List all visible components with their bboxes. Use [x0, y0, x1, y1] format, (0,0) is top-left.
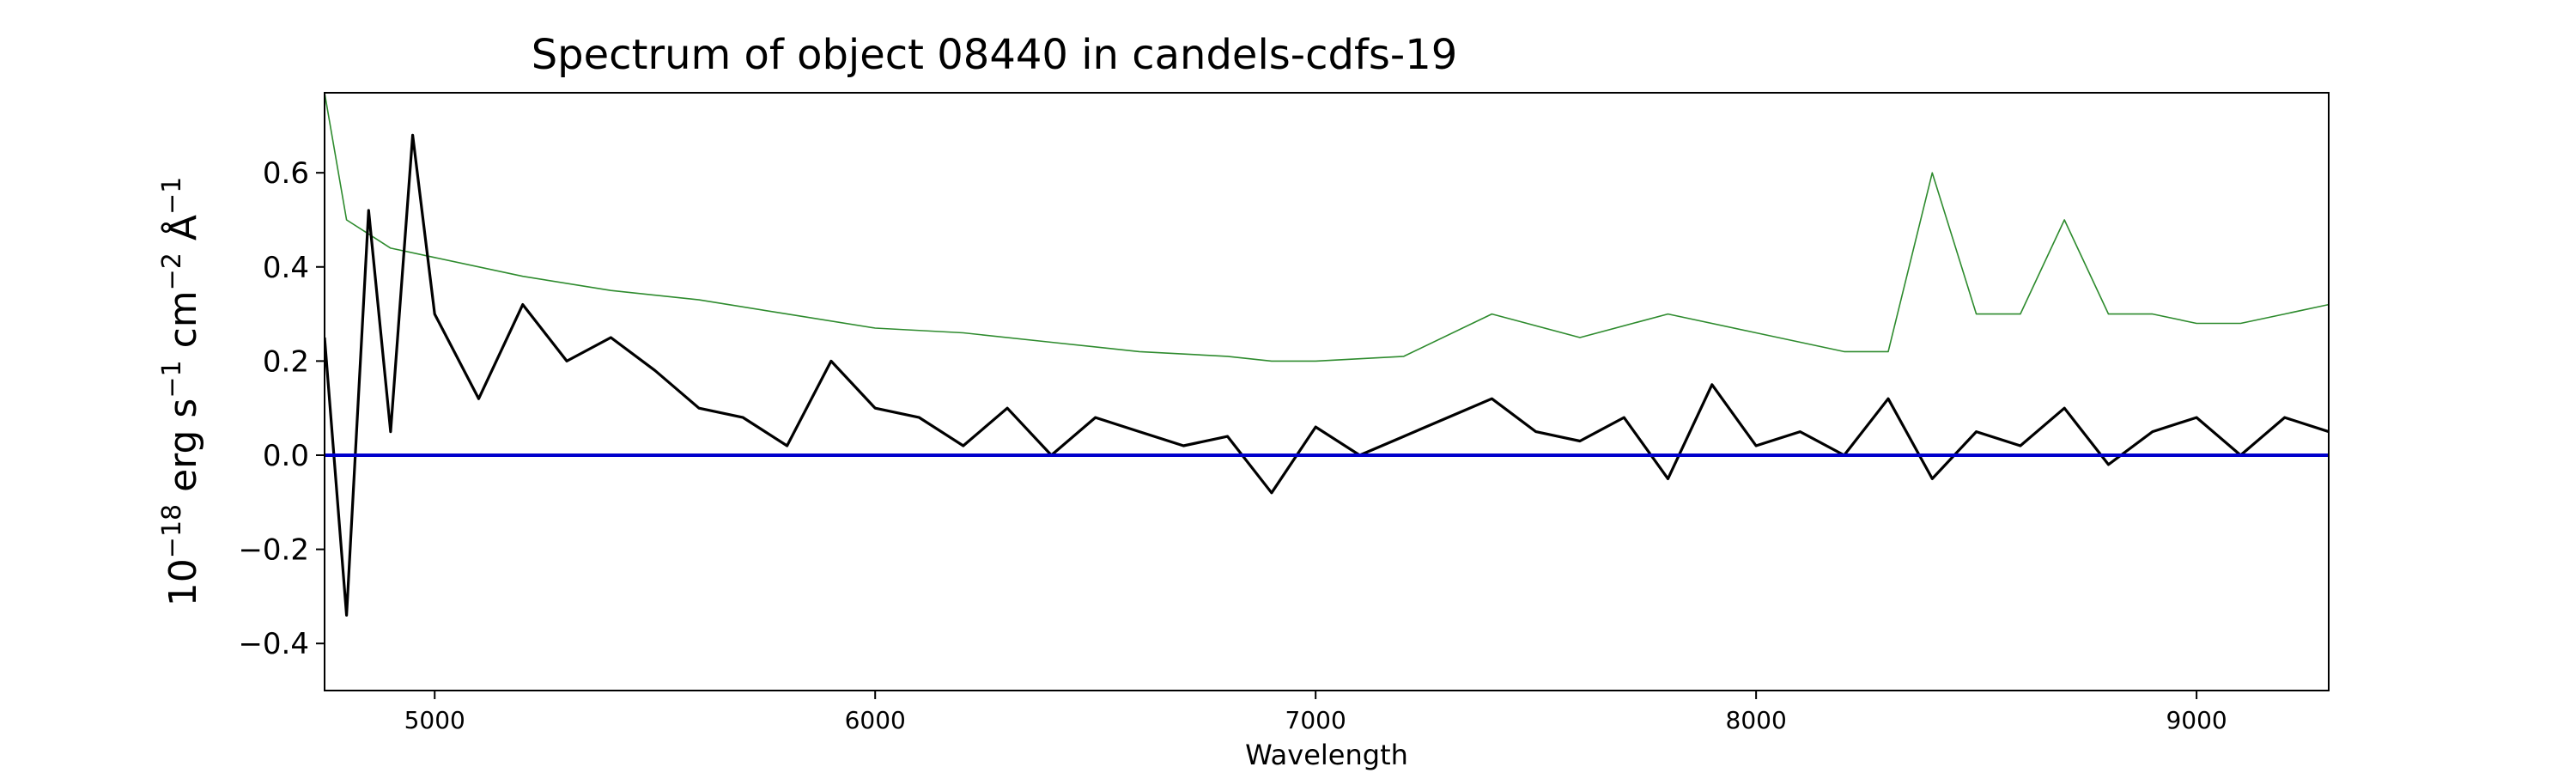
x-axis: 5000 6000 7000 8000 9000 [404, 691, 2227, 734]
x-tick-label: 7000 [1285, 706, 1346, 734]
x-tick-label: 8000 [1726, 706, 1787, 734]
plot-frame [324, 92, 2330, 691]
y-tick-label: 0.0 [263, 439, 309, 473]
flux-series-line [325, 133, 2329, 617]
y-label-mid2: cm [161, 290, 205, 360]
y-axis: −0.4 −0.2 0.0 0.2 0.4 0.6 [238, 156, 325, 661]
y-label-mid1: erg s [161, 399, 205, 504]
y-axis-label: 10−18 erg s−1 cm−2 Å−1 [157, 177, 205, 606]
chart-title: Spectrum of object 08440 in candels-cdfs… [532, 31, 1458, 79]
error-series-line [325, 93, 2329, 362]
series-layer [325, 93, 2329, 617]
x-tick-label: 6000 [845, 706, 906, 734]
y-tick-label: −0.2 [238, 533, 309, 568]
x-axis-label: Wavelength [1245, 739, 1408, 771]
y-tick-label: 0.2 [263, 344, 309, 379]
x-tick-label: 9000 [2166, 706, 2227, 734]
x-tick-label: 5000 [404, 706, 465, 734]
y-tick-label: 0.4 [263, 251, 309, 285]
y-label-exp2: −1 [157, 360, 187, 398]
y-tick-label: −0.4 [238, 627, 309, 661]
y-tick-label: 0.6 [263, 156, 309, 191]
y-label-exp3: −2 [157, 253, 187, 290]
y-label-mid3: Å [160, 215, 205, 253]
y-label-base: 10 [161, 558, 205, 606]
y-label-exp4: −1 [157, 177, 187, 215]
y-label-exp1: −18 [157, 504, 187, 558]
